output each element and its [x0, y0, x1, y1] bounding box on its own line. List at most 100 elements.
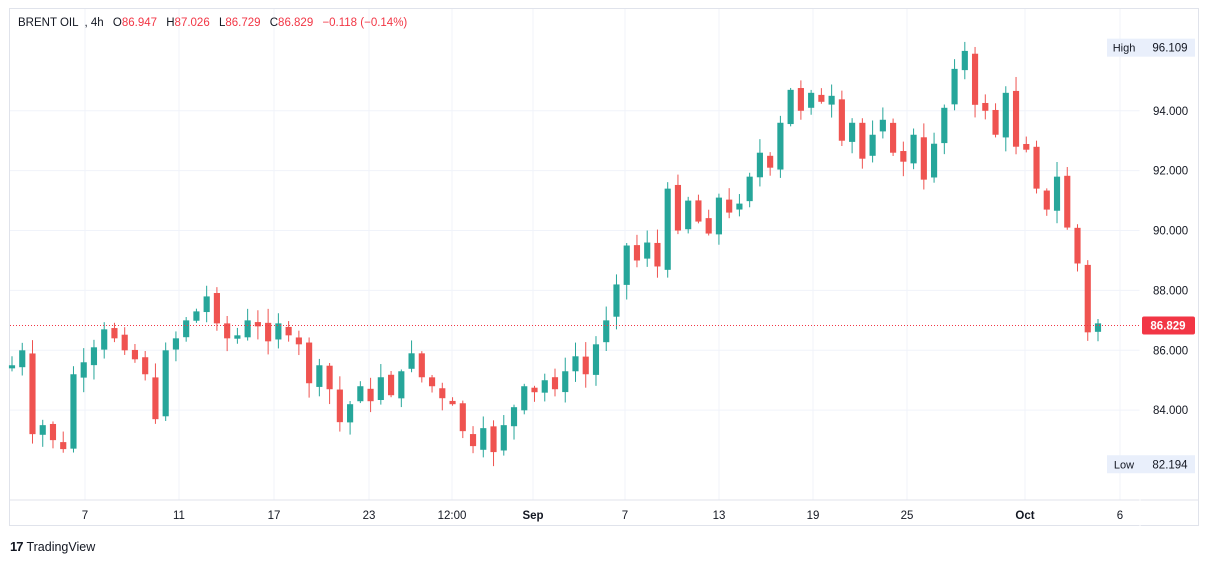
- candle-body: [306, 342, 313, 384]
- candle-body: [316, 365, 323, 387]
- high-marker-bg: [1107, 38, 1195, 57]
- candle-body: [1094, 323, 1102, 332]
- high-label: H: [166, 17, 175, 29]
- candle-body: [29, 353, 36, 435]
- high-marker-label: High: [1113, 43, 1136, 55]
- close-label: C: [269, 17, 279, 29]
- candle-body: [869, 134, 876, 156]
- candle-body: [101, 329, 108, 350]
- x-tick-label: 11: [173, 510, 185, 522]
- candle-body: [449, 400, 456, 405]
- candle-body: [705, 218, 712, 234]
- candle-body: [1043, 190, 1050, 210]
- candle-body: [818, 94, 825, 102]
- candle-body: [90, 347, 98, 366]
- candle-body: [60, 442, 67, 450]
- candle-body: [623, 245, 630, 285]
- tradingview-brand[interactable]: 17 TradingView: [10, 539, 95, 554]
- candle-body: [244, 320, 251, 338]
- candle-body: [890, 122, 897, 153]
- candle-body: [439, 388, 446, 399]
- candle-body: [910, 134, 917, 164]
- candle-body: [674, 184, 682, 231]
- candle-body: [347, 404, 354, 423]
- x-tick-label: 13: [713, 510, 726, 522]
- candle-body: [39, 425, 46, 435]
- open-label: O: [112, 17, 122, 29]
- candle-body: [367, 388, 374, 402]
- x-tick-label: Oct: [1015, 510, 1034, 522]
- candle-body: [767, 155, 774, 168]
- candle-body: [377, 377, 384, 401]
- candle-body: [1053, 176, 1061, 211]
- candle-body: [1002, 92, 1009, 138]
- candle-body: [1084, 264, 1091, 333]
- candle-body: [531, 387, 538, 393]
- candle-body: [971, 53, 979, 105]
- candle-body: [111, 328, 118, 339]
- tradingview-logo-icon: 17: [10, 539, 24, 554]
- candle-body: [992, 109, 999, 135]
- candle-body: [428, 377, 436, 387]
- tradingview-name: TradingView: [26, 539, 96, 554]
- last-price-badge: [1142, 316, 1195, 335]
- candle-body: [951, 68, 958, 105]
- low-value: 86.729: [225, 17, 261, 29]
- candle-body: [1074, 227, 1081, 264]
- candle-body: [408, 353, 415, 369]
- close-value: 86.829: [278, 17, 314, 29]
- x-tick-label: 7: [82, 510, 88, 522]
- ohlc-legend: BRENT OIL, 4h O86.947 H87.026 L86.729 C8…: [18, 17, 407, 29]
- candle-body: [285, 326, 292, 336]
- candle-body: [787, 89, 794, 125]
- candle-body: [736, 203, 743, 210]
- candle-body: [746, 176, 753, 202]
- candle-body: [838, 99, 845, 141]
- candle-body: [254, 322, 261, 327]
- candle-body: [849, 122, 856, 142]
- candle-body: [213, 293, 220, 324]
- candle-body: [142, 357, 149, 375]
- candle-body: [920, 137, 927, 180]
- candle-body: [490, 426, 497, 453]
- candle-body: [726, 199, 733, 213]
- candle-body: [633, 245, 641, 261]
- candle-body: [162, 350, 169, 417]
- open-value: 86.947: [121, 17, 158, 29]
- candle-body: [777, 122, 784, 170]
- x-tick-label: 19: [807, 510, 820, 522]
- last-price-label: 86.829: [1150, 320, 1185, 332]
- candle-body: [152, 377, 159, 420]
- candle-body: [265, 322, 272, 342]
- candle-body: [500, 425, 507, 451]
- candle-body: [900, 151, 907, 162]
- candle-body: [715, 197, 722, 235]
- chart-area[interactable]: [9, 8, 1199, 526]
- x-tick-label: Sep: [522, 510, 543, 522]
- y-tick-label: 84.000: [1153, 405, 1188, 417]
- candle-body: [695, 200, 702, 222]
- low-marker-bg: [1107, 455, 1195, 474]
- candle-body: [8, 365, 16, 369]
- candle-body: [654, 242, 661, 267]
- candle-body: [1064, 175, 1071, 228]
- candle-body: [480, 428, 487, 450]
- x-tick-label: 12:00: [438, 510, 467, 522]
- candle-body: [572, 356, 579, 372]
- candle-body: [1012, 90, 1020, 147]
- candle-body: [80, 362, 87, 378]
- low-marker-label: Low: [1114, 459, 1134, 471]
- high-marker-value: 96.109: [1152, 43, 1187, 55]
- low-marker-value: 82.194: [1152, 459, 1188, 471]
- candle-body: [224, 323, 231, 339]
- candle-body: [193, 311, 200, 321]
- candle-body: [592, 344, 600, 375]
- candle-body: [941, 107, 948, 144]
- x-tick-label: 7: [622, 510, 628, 522]
- candle-body: [756, 152, 763, 178]
- candle-body: [459, 403, 466, 432]
- candle-body: [70, 374, 77, 449]
- candle-body: [19, 350, 26, 368]
- candle-body: [234, 335, 241, 339]
